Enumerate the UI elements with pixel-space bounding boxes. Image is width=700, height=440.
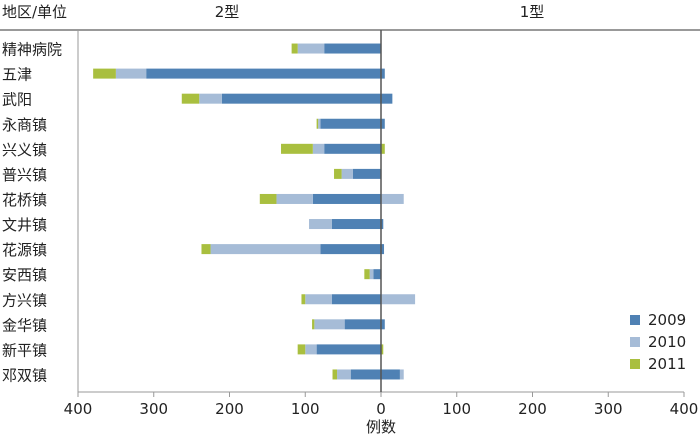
- bar-type1-2010: [381, 294, 416, 305]
- x-tick-label: 400: [670, 400, 699, 418]
- bar-type1-2011: [381, 344, 384, 355]
- bar-type2-2010: [309, 219, 332, 230]
- bar-type2-2009: [320, 244, 381, 255]
- category-label: 精神病院: [2, 41, 62, 59]
- x-tick-label: 200: [215, 400, 244, 418]
- x-tick-label: 200: [518, 400, 547, 418]
- x-tick-label: 0: [376, 400, 386, 418]
- category-label: 新平镇: [2, 341, 47, 359]
- bar-type2-2011: [291, 43, 298, 54]
- bar-type2-2009: [146, 68, 381, 79]
- x-tick-label: 100: [442, 400, 471, 418]
- bar-type2-2009: [316, 344, 381, 355]
- category-labels: 精神病院五津武阳永商镇兴义镇普兴镇花桥镇文井镇花源镇安西镇方兴镇金华镇新平镇邓双…: [2, 41, 62, 385]
- bar-type1-2010: [381, 193, 404, 204]
- bar-type2-2011: [181, 93, 200, 104]
- bar-type2-2010: [199, 93, 222, 104]
- x-tick-label: 300: [139, 400, 168, 418]
- bar-type2-2010: [115, 68, 147, 79]
- bar-type2-2011: [316, 118, 319, 129]
- x-tick-label: 400: [64, 400, 93, 418]
- legend-label-2010: 2010: [648, 333, 686, 351]
- bar-type2-2010: [341, 168, 353, 179]
- bar-type1-2009: [381, 369, 400, 380]
- bar-type1-2011: [381, 143, 385, 154]
- bar-type1-2010: [399, 369, 404, 380]
- bar-type2-2010: [318, 118, 321, 129]
- right-header: 1型: [520, 3, 545, 21]
- bar-type2-2009: [352, 168, 381, 179]
- bar-type2-2011: [93, 68, 116, 79]
- legend-label-2009: 2009: [648, 311, 686, 329]
- legend-swatch-2009: [630, 315, 640, 325]
- bar-type2-2009: [324, 143, 381, 154]
- category-label: 花桥镇: [2, 191, 47, 209]
- bar-type2-2011: [334, 168, 342, 179]
- bar-type2-2010: [210, 244, 321, 255]
- x-axis-label: 例数: [366, 418, 396, 436]
- legend-swatch-2010: [630, 337, 640, 347]
- category-label: 文井镇: [2, 216, 47, 234]
- category-label: 邓双镇: [2, 366, 47, 384]
- category-label: 方兴镇: [2, 291, 47, 309]
- category-label: 五津: [2, 66, 32, 84]
- bar-type1-2009: [381, 68, 385, 79]
- bar-type2-2009: [344, 319, 381, 330]
- bar-type2-2009: [331, 294, 381, 305]
- bar-type2-2010: [305, 344, 317, 355]
- legend: 2009 2010 2011: [630, 311, 686, 373]
- category-label: 安西镇: [2, 266, 47, 284]
- bar-type2-2011: [312, 319, 315, 330]
- bar-type2-2011: [301, 294, 306, 305]
- legend-label-2011: 2011: [648, 355, 686, 373]
- bar-type2-2010: [337, 369, 351, 380]
- bar-type2-2010: [297, 43, 325, 54]
- bar-type2-2009: [324, 43, 381, 54]
- bar-type2-2011: [281, 143, 313, 154]
- bar-type2-2009: [350, 369, 381, 380]
- bar-type2-2009: [331, 219, 381, 230]
- bar-type2-2009: [373, 269, 381, 280]
- category-label: 金华镇: [2, 316, 47, 334]
- bar-type2-2010: [276, 193, 313, 204]
- bar-type1-2009: [381, 219, 384, 230]
- bar-type2-2011: [201, 244, 211, 255]
- bar-type1-2009: [381, 244, 385, 255]
- bar-type2-2011: [332, 369, 338, 380]
- legend-swatch-2011: [630, 359, 640, 369]
- category-label: 花源镇: [2, 241, 47, 259]
- left-header: 2型: [215, 3, 240, 21]
- bar-type2-2010: [314, 319, 345, 330]
- bar-type2-2010: [369, 269, 374, 280]
- bar-type2-2010: [312, 143, 325, 154]
- category-label: 普兴镇: [2, 166, 47, 184]
- bar-type2-2011: [364, 269, 370, 280]
- x-tick-label: 100: [291, 400, 320, 418]
- bar-type1-2009: [381, 93, 393, 104]
- bar-type2-2010: [305, 294, 332, 305]
- bars-group: [93, 43, 416, 380]
- bar-type2-2009: [312, 193, 381, 204]
- category-label: 武阳: [2, 91, 32, 109]
- corner-label: 地区/单位: [2, 3, 67, 21]
- bar-type1-2009: [381, 319, 385, 330]
- bar-type2-2009: [320, 118, 381, 129]
- x-tick-label: 300: [594, 400, 623, 418]
- bar-type1-2009: [381, 118, 385, 129]
- category-label: 永商镇: [2, 116, 47, 134]
- bar-type2-2011: [297, 344, 306, 355]
- bar-type2-2011: [259, 193, 277, 204]
- bar-type2-2009: [221, 93, 381, 104]
- category-label: 兴义镇: [2, 141, 47, 159]
- x-ticks: 400 300 200 100 0 100 200 300 400: [64, 392, 699, 418]
